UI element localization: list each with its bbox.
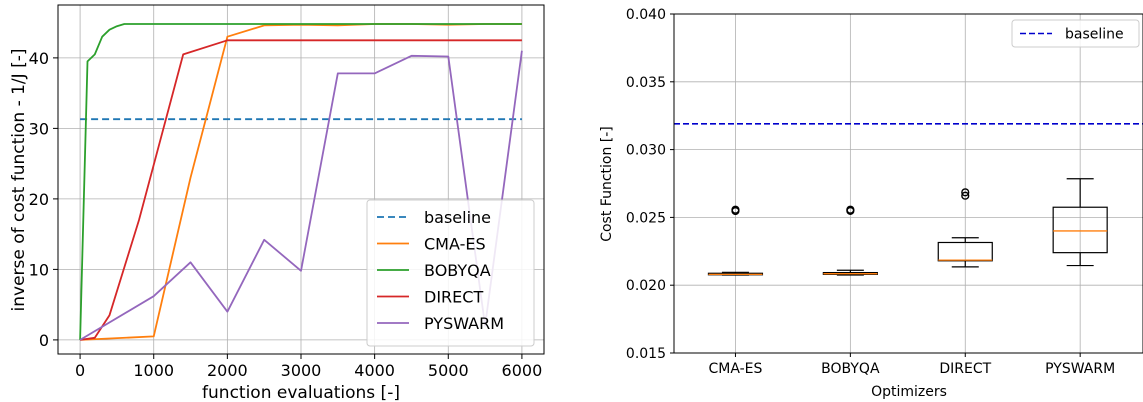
box-iqr: [937, 241, 993, 262]
right-y-tick-label: 0.030: [626, 143, 666, 159]
right-y-tick-label: 0.040: [626, 7, 666, 23]
left-y-tick-label: 40: [29, 49, 49, 68]
left-y-tick-label: 20: [29, 190, 49, 209]
outlier-point: [846, 205, 855, 214]
right-plot-frame: [673, 13, 1143, 354]
right-x-tick-label: PYSWARM: [1045, 361, 1115, 377]
right-y-tick-label: 0.035: [626, 75, 666, 91]
left-x-tick-label: 6000: [502, 361, 543, 380]
right-x-tick-label: DIRECT: [939, 361, 991, 377]
right-tick-labels: 0.015 0.020 0.025 0.030 0.035 0.040 CMA-ES BOBY…: [626, 7, 1115, 377]
series-line-pyswarm: [79, 50, 523, 341]
right-y-tick-label: 0.015: [626, 346, 666, 362]
right-x-tick-label: BOBYQA: [821, 361, 880, 377]
right-boxes-group: [707, 178, 1108, 276]
box-cma-es: [707, 205, 764, 276]
box-pyswarm: [1052, 178, 1108, 267]
right-x-tick-label: CMA-ES: [708, 361, 762, 377]
legend-label-cma-es: CMA-ES: [424, 235, 486, 254]
left-legend-box: [366, 199, 535, 347]
outlier-point: [961, 191, 970, 200]
legend-label-direct: DIRECT: [424, 288, 483, 307]
legend-label-baseline: baseline: [1065, 27, 1124, 43]
left-y-tick-label: 0: [39, 331, 49, 350]
left-x-axis-label: function evaluations [-]: [202, 383, 400, 402]
left-y-axis-label: inverse of cost function - 1/J [-]: [9, 49, 29, 312]
series-line-bobyqa: [79, 23, 522, 340]
left-series-group: [79, 23, 523, 341]
box-bobyqa: [822, 205, 878, 276]
right-y-tick-label: 0.025: [626, 210, 666, 226]
left-y-tick-label: 10: [29, 260, 49, 279]
right-box-chart: 0.015 0.020 0.025 0.030 0.035 0.040 CMA-ES BOBY…: [599, 7, 1143, 400]
outlier-point: [961, 188, 970, 197]
left-tick-labels: 0 1000 2000 3000 4000 5000 6000 0 10 20 30 40: [29, 49, 543, 380]
outlier-point: [731, 205, 740, 214]
left-y-tick-label: 30: [29, 119, 49, 138]
legend-label-baseline: baseline: [424, 208, 491, 227]
box-direct: [937, 188, 993, 268]
left-x-tick-label: 3000: [281, 361, 322, 380]
left-line-chart: 0 1000 2000 3000 4000 5000 6000 0 10 20 30 40 funct…: [9, 4, 545, 402]
right-y-axis-label: Cost Function [-]: [599, 126, 615, 242]
right-x-axis-label: Optimizers: [871, 384, 947, 400]
left-x-tick-label: 5000: [428, 361, 469, 380]
legend-label-bobyqa: BOBYQA: [424, 261, 491, 280]
box-iqr: [1052, 206, 1108, 254]
left-x-tick-label: 0: [75, 361, 85, 380]
left-x-tick-label: 4000: [354, 361, 395, 380]
left-legend: baseline CMA-ES BOBYQA DIRECT PYSWARM: [366, 199, 535, 347]
legend-label-pyswarm: PYSWARM: [424, 314, 504, 333]
right-y-tick-label: 0.020: [626, 278, 666, 294]
left-x-tick-label: 1000: [133, 361, 174, 380]
right-gridlines: [674, 13, 1143, 354]
right-legend: baseline: [1011, 19, 1140, 48]
left-x-tick-label: 2000: [207, 361, 248, 380]
right-legend-box: [1011, 19, 1140, 48]
